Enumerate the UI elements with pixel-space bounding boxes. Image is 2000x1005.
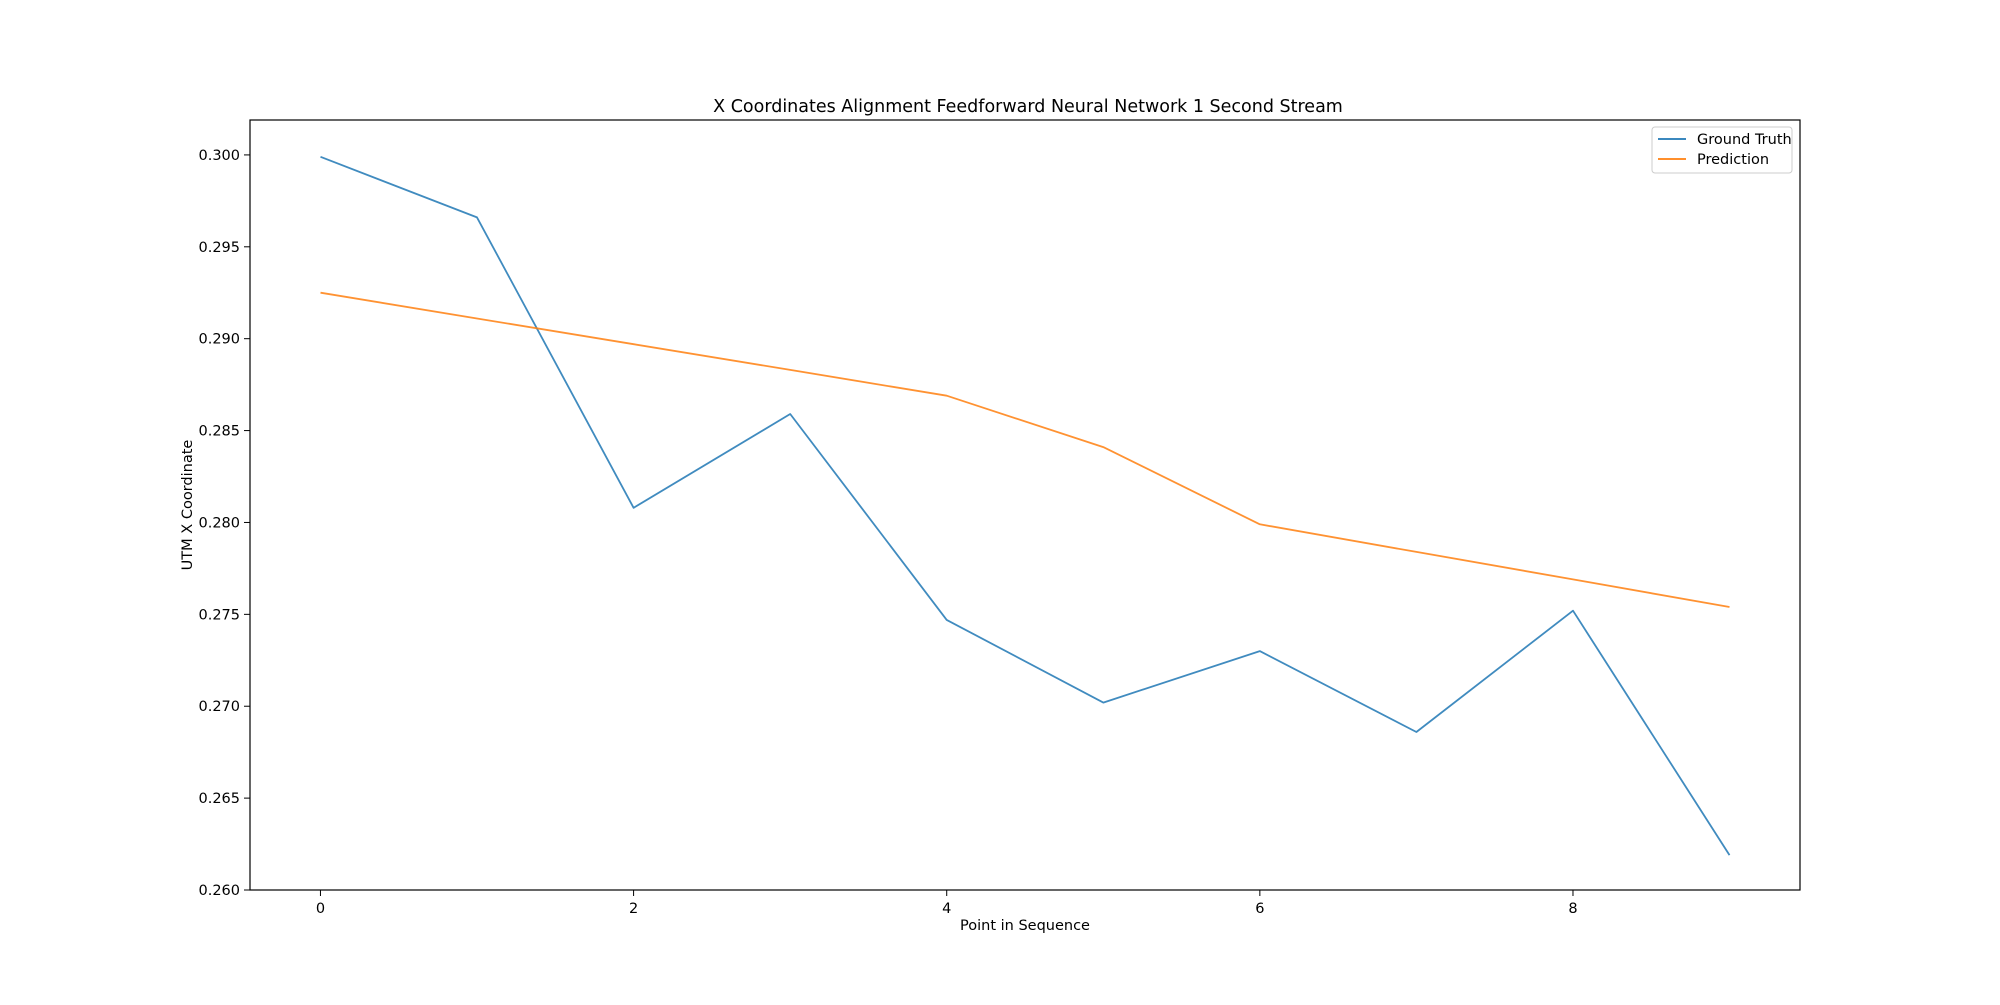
y-tick-label: 0.290 (198, 332, 240, 348)
x-tick-label: 8 (1568, 901, 1577, 917)
legend: Ground Truth Prediction (1651, 126, 1793, 174)
legend-label-prediction: Prediction (1697, 152, 1769, 168)
y-axis-title: UTM X Coordinate (180, 440, 196, 571)
legend-label-ground-truth: Ground Truth (1697, 132, 1792, 148)
y-tick-label: 0.295 (198, 240, 240, 256)
y-tick-label: 0.260 (198, 883, 240, 899)
series-layer (320, 155, 1731, 856)
chart-title: X Coordinates Alignment Feedforward Neur… (713, 97, 1343, 117)
series-line-ground-truth (320, 155, 1731, 856)
series-line-prediction (320, 291, 1730, 608)
x-axis: 0 2 4 6 8 (316, 890, 1578, 917)
plot-area (249, 119, 1801, 891)
y-tick-label: 0.280 (198, 515, 240, 531)
y-tick-label: 0.265 (198, 791, 240, 807)
x-tick-label: 0 (316, 901, 325, 917)
y-tick-label: 0.270 (198, 699, 240, 715)
y-tick-label: 0.300 (198, 148, 240, 164)
x-tick-label: 2 (629, 901, 638, 917)
y-tick-label: 0.275 (198, 607, 240, 623)
x-axis-title: Point in Sequence (960, 918, 1090, 934)
x-tick-label: 6 (1255, 901, 1264, 917)
y-tick-label: 0.285 (198, 424, 240, 440)
x-tick-label: 4 (942, 901, 951, 917)
legend-box (1651, 126, 1793, 174)
y-axis: 0.260 0.265 0.270 0.275 0.280 0.285 0.290 0.295… (198, 148, 250, 899)
